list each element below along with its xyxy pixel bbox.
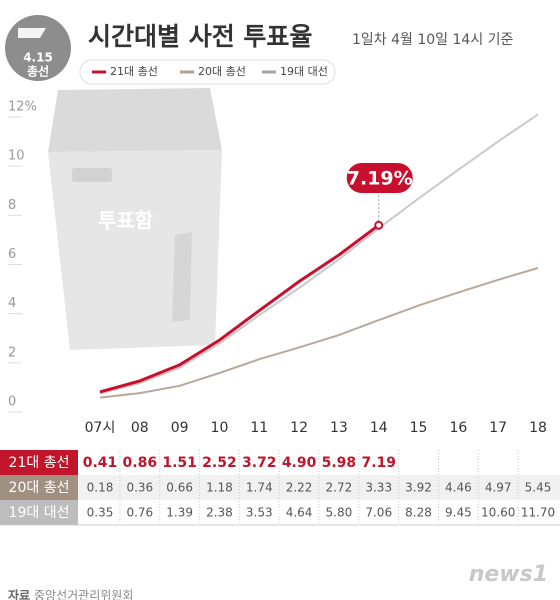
series-line: [99, 223, 380, 394]
table-cell: 10.60: [481, 506, 515, 520]
table-cell: 4.97: [485, 481, 512, 495]
row-header: 19대 대선: [9, 505, 70, 521]
y-tick-label: 6: [8, 247, 16, 262]
x-tick-label: 08: [131, 420, 149, 436]
y-tick-label: 8: [8, 198, 16, 213]
legend-label: 19대 대선: [280, 65, 328, 78]
box-handle: [72, 168, 112, 182]
source-label: 자료: [8, 588, 30, 600]
table-cell: 4.46: [445, 481, 472, 495]
x-tick-label: 16: [449, 420, 467, 436]
annotation-point: [374, 220, 384, 230]
x-tick-label: 11: [250, 420, 268, 436]
badge: 4.15 총선: [5, 15, 71, 81]
badge-icon: [18, 28, 46, 38]
subtitle: 1일차 4월 10일 14시 기준: [352, 32, 514, 48]
row-header-bg: [0, 450, 78, 475]
x-tick-label: 10: [211, 420, 229, 436]
table-row: [0, 475, 560, 500]
table-cell: 3.72: [242, 455, 277, 471]
x-tick-label: 07시: [85, 420, 116, 436]
badge-top: 4.15: [23, 51, 53, 65]
table-cell: 0.86: [123, 455, 158, 471]
row-header-bg: [0, 475, 78, 500]
x-tick-label: 14: [370, 420, 388, 436]
row-header-bg: [0, 500, 78, 525]
x-tick-label: 12: [290, 420, 308, 436]
table-cell: 0.41: [83, 455, 118, 471]
table-cell: 0.76: [126, 506, 153, 520]
x-tick-label: 09: [171, 420, 189, 436]
source: 중앙선거관리위원회: [34, 589, 133, 600]
table-cell: 8.28: [405, 506, 432, 520]
table-cell: 2.22: [286, 481, 313, 495]
table-row: [0, 500, 560, 525]
table-cell: 11.70: [521, 506, 555, 520]
row-header: 21대 총선: [9, 455, 70, 471]
table-cell: 7.06: [365, 506, 392, 520]
box-label: 투표함: [98, 209, 154, 233]
row-header: 20대 총선: [9, 480, 70, 496]
table-cell: 3.33: [365, 481, 392, 495]
table-cell: 2.38: [206, 506, 233, 520]
legend-label: 20대 총선: [198, 65, 246, 78]
table-cell: 0.35: [87, 506, 114, 520]
table-cell: 5.45: [525, 481, 552, 495]
table-cell: 3.53: [246, 506, 273, 520]
y-tick-label: 4: [8, 296, 16, 311]
table-cell: 0.36: [126, 481, 153, 495]
x-tick-label: 13: [330, 420, 348, 436]
annotation-box: [346, 163, 413, 193]
box-lid: [48, 88, 222, 152]
y-tick-label: 12%: [8, 100, 37, 115]
table-cell: 1.18: [206, 481, 233, 495]
table-cell: 0.66: [166, 481, 193, 495]
annotation-label: 7.19%: [347, 168, 413, 190]
table-cell: 7.19: [361, 455, 396, 471]
table-cell: 1.51: [162, 455, 197, 471]
series-line: [99, 267, 539, 399]
x-tick-label: 18: [529, 420, 547, 436]
table-cell: 4.90: [282, 455, 317, 471]
table-cell: 1.74: [246, 481, 273, 495]
y-tick-label: 2: [8, 345, 16, 360]
table-cell: 3.92: [405, 481, 432, 495]
table-cell: 4.64: [286, 506, 313, 520]
y-tick-label: 0: [8, 395, 16, 410]
ballot-box: 투표함: [48, 88, 222, 350]
table-cell: 2.72: [326, 481, 353, 495]
legend-label: 21대 총선: [110, 65, 158, 78]
table-cell: 5.98: [322, 455, 357, 471]
series-line: [99, 113, 539, 395]
box-clasp: [172, 232, 192, 322]
x-tick-label: 15: [410, 420, 428, 436]
table-row: [0, 450, 560, 475]
table-cell: 5.80: [326, 506, 353, 520]
x-tick-label: 17: [489, 420, 507, 436]
title: 시간대별 사전 투표율: [88, 22, 312, 51]
table-cell: 1.39: [166, 506, 193, 520]
table-cell: 9.45: [445, 506, 472, 520]
table-cell: 2.52: [202, 455, 237, 471]
legend-box: [79, 59, 336, 85]
table-cell: 0.18: [87, 481, 114, 495]
badge-bottom: 총선: [27, 64, 49, 79]
logo: news1: [469, 562, 548, 587]
y-tick-label: 10: [8, 149, 25, 164]
